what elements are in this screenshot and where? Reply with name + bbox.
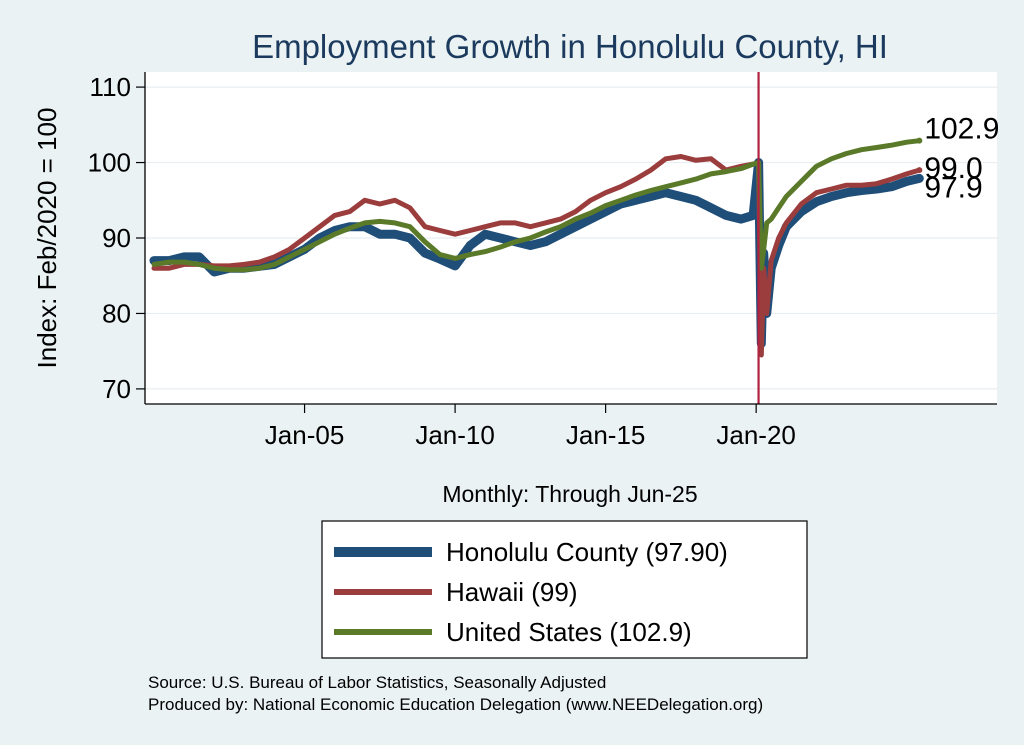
end-value-labels: 97.999.0 102.9 bbox=[916, 113, 999, 204]
x-tick-label: Jan-20 bbox=[716, 420, 796, 450]
y-tick-label: 80 bbox=[102, 298, 131, 328]
end-label-united-states-102-9: 102.9 bbox=[924, 113, 999, 146]
y-tick-label: 110 bbox=[90, 72, 131, 102]
end-marker-hawaii-99 bbox=[916, 167, 923, 174]
chart-title: Employment Growth in Honolulu County, HI bbox=[252, 28, 888, 65]
y-tick-label: 70 bbox=[102, 374, 131, 404]
y-axis-title: Index: Feb/2020 = 100 bbox=[32, 108, 62, 369]
x-tick-label: Jan-10 bbox=[415, 420, 495, 450]
source-line-1: Source: U.S. Bureau of Labor Statistics,… bbox=[148, 673, 606, 692]
x-axis-title: Monthly: Through Jun-25 bbox=[442, 481, 697, 507]
end-label-hawaii-99: 99.0 bbox=[924, 152, 982, 185]
y-tick-label: 100 bbox=[88, 148, 131, 178]
axes: 70 80 90 100 110 Jan-05 Jan-10 Jan-15 Jan-20 bbox=[88, 72, 997, 450]
legend-label-united-states-102-9: United States (102.9) bbox=[446, 617, 692, 647]
gridlines bbox=[145, 86, 997, 390]
end-marker-united-states-102-9 bbox=[916, 137, 923, 144]
series-line-hawaii-99 bbox=[151, 154, 922, 358]
y-tick-label: 90 bbox=[102, 223, 131, 253]
series-line-united-states-102-9 bbox=[151, 138, 922, 273]
series-lines bbox=[149, 138, 924, 358]
source-line-2: Produced by: National Economic Education… bbox=[148, 695, 763, 714]
legend-label-honolulu-county-97-90: Honolulu County (97.90) bbox=[446, 537, 728, 567]
x-tick-label: Jan-15 bbox=[566, 420, 646, 450]
x-tick-label: Jan-05 bbox=[265, 420, 345, 450]
legend-label-hawaii-99: Hawaii (99) bbox=[446, 577, 578, 607]
end-label-honolulu-county-97-90: 97.9 bbox=[924, 171, 982, 204]
legend: Honolulu County (97.90) Hawaii (99) United… bbox=[321, 520, 808, 659]
end-marker-honolulu-county-97-90 bbox=[916, 175, 923, 182]
